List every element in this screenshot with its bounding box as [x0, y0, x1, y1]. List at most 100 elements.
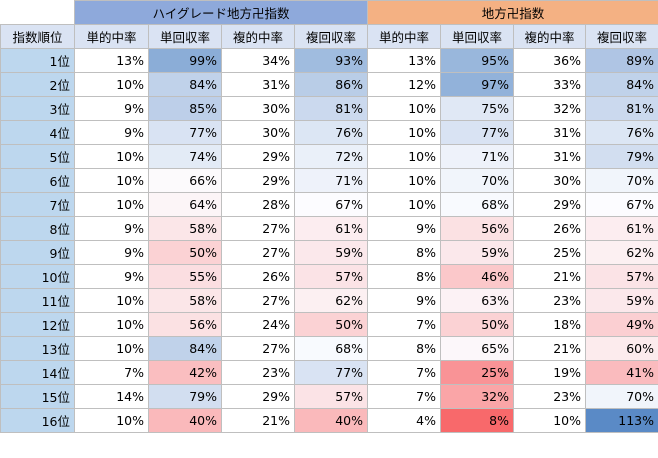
place-hit-cell: 26%: [221, 264, 295, 289]
win-return-cell: 64%: [148, 192, 222, 217]
rank-cell: 2位: [0, 72, 75, 97]
win-hit-cell: 10%: [74, 168, 149, 193]
place-hit-cell: 34%: [221, 48, 295, 73]
win-hit-cell: 9%: [74, 96, 149, 121]
win-hit-cell: 7%: [74, 360, 149, 385]
place-return-cell: 72%: [293, 144, 369, 169]
table-row: 11位 10% 58% 27% 62% 9% 63% 23% 59%: [0, 288, 658, 313]
column-header-place-hit: 複的中率: [221, 24, 295, 49]
place-hit-cell: 27%: [221, 336, 295, 361]
group-header-chiho: 地方卍指数: [367, 0, 658, 25]
place-return-cell: 81%: [585, 96, 658, 121]
place-return-cell: 84%: [585, 72, 658, 97]
place-hit-cell: 10%: [513, 408, 587, 433]
win-return-cell: 99%: [148, 48, 222, 73]
place-hit-cell: 31%: [221, 72, 295, 97]
place-hit-cell: 29%: [221, 144, 295, 169]
win-return-cell: 65%: [440, 336, 515, 361]
win-return-cell: 84%: [148, 72, 222, 97]
place-hit-cell: 27%: [221, 288, 295, 313]
place-return-cell: 62%: [585, 240, 658, 265]
place-return-cell: 57%: [585, 264, 658, 289]
recovery-rate-table: ハイグレード地方卍指数 地方卍指数 指数順位 単的中率 単回収率 複的中率 複回…: [0, 0, 658, 433]
place-hit-cell: 26%: [513, 216, 587, 241]
column-header-place-return: 複回収率: [293, 24, 369, 49]
place-return-cell: 77%: [293, 360, 369, 385]
place-hit-cell: 30%: [513, 168, 587, 193]
table-row: 15位 14% 79% 29% 57% 7% 32% 23% 70%: [0, 384, 658, 409]
win-return-cell: 58%: [148, 288, 222, 313]
rank-cell: 13位: [0, 336, 75, 361]
rank-cell: 8位: [0, 216, 75, 241]
win-hit-cell: 9%: [74, 216, 149, 241]
win-return-cell: 32%: [440, 384, 515, 409]
win-hit-cell: 10%: [74, 288, 149, 313]
win-return-cell: 56%: [148, 312, 222, 337]
place-return-cell: 49%: [585, 312, 658, 337]
place-return-cell: 81%: [293, 96, 369, 121]
table-row: 8位 9% 58% 27% 61% 9% 56% 26% 61%: [0, 216, 658, 241]
place-hit-cell: 24%: [221, 312, 295, 337]
rank-cell: 14位: [0, 360, 75, 385]
place-hit-cell: 31%: [513, 120, 587, 145]
place-return-cell: 86%: [293, 72, 369, 97]
place-return-cell: 79%: [585, 144, 658, 169]
place-hit-cell: 29%: [221, 168, 295, 193]
win-hit-cell: 9%: [74, 240, 149, 265]
win-hit-cell: 8%: [367, 240, 442, 265]
place-return-cell: 61%: [293, 216, 369, 241]
place-hit-cell: 19%: [513, 360, 587, 385]
win-return-cell: 77%: [148, 120, 222, 145]
win-hit-cell: 10%: [367, 120, 442, 145]
rank-cell: 10位: [0, 264, 75, 289]
win-hit-cell: 9%: [74, 120, 149, 145]
rank-cell: 5位: [0, 144, 75, 169]
win-return-cell: 95%: [440, 48, 515, 73]
place-return-cell: 40%: [293, 408, 369, 433]
place-hit-cell: 23%: [513, 288, 587, 313]
win-return-cell: 8%: [440, 408, 515, 433]
place-hit-cell: 21%: [513, 264, 587, 289]
place-hit-cell: 27%: [221, 216, 295, 241]
place-return-cell: 62%: [293, 288, 369, 313]
column-header-place-hit: 複的中率: [513, 24, 587, 49]
win-return-cell: 46%: [440, 264, 515, 289]
win-return-cell: 56%: [440, 216, 515, 241]
win-hit-cell: 10%: [367, 96, 442, 121]
rank-cell: 3位: [0, 96, 75, 121]
win-hit-cell: 9%: [74, 264, 149, 289]
table-row: 16位 10% 40% 21% 40% 4% 8% 10% 113%: [0, 408, 658, 433]
place-return-cell: 113%: [585, 408, 658, 433]
place-return-cell: 59%: [293, 240, 369, 265]
place-hit-cell: 29%: [221, 384, 295, 409]
place-return-cell: 76%: [585, 120, 658, 145]
group-header-row: ハイグレード地方卍指数 地方卍指数: [0, 0, 658, 25]
column-header-win-hit: 単的中率: [367, 24, 442, 49]
win-return-cell: 79%: [148, 384, 222, 409]
win-hit-cell: 10%: [74, 408, 149, 433]
table-row: 5位 10% 74% 29% 72% 10% 71% 31% 79%: [0, 144, 658, 169]
win-hit-cell: 10%: [367, 168, 442, 193]
place-hit-cell: 36%: [513, 48, 587, 73]
place-return-cell: 57%: [293, 384, 369, 409]
table-row: 1位 13% 99% 34% 93% 13% 95% 36% 89%: [0, 48, 658, 73]
win-return-cell: 63%: [440, 288, 515, 313]
place-hit-cell: 33%: [513, 72, 587, 97]
rank-cell: 4位: [0, 120, 75, 145]
win-return-cell: 58%: [148, 216, 222, 241]
win-return-cell: 42%: [148, 360, 222, 385]
win-hit-cell: 10%: [74, 336, 149, 361]
rank-cell: 9位: [0, 240, 75, 265]
place-return-cell: 70%: [585, 384, 658, 409]
place-return-cell: 50%: [293, 312, 369, 337]
table-row: 4位 9% 77% 30% 76% 10% 77% 31% 76%: [0, 120, 658, 145]
win-return-cell: 70%: [440, 168, 515, 193]
win-return-cell: 97%: [440, 72, 515, 97]
column-header-win-hit: 単的中率: [74, 24, 149, 49]
place-hit-cell: 23%: [221, 360, 295, 385]
place-return-cell: 93%: [293, 48, 369, 73]
place-return-cell: 41%: [585, 360, 658, 385]
place-hit-cell: 21%: [221, 408, 295, 433]
table-row: 12位 10% 56% 24% 50% 7% 50% 18% 49%: [0, 312, 658, 337]
win-return-cell: 75%: [440, 96, 515, 121]
